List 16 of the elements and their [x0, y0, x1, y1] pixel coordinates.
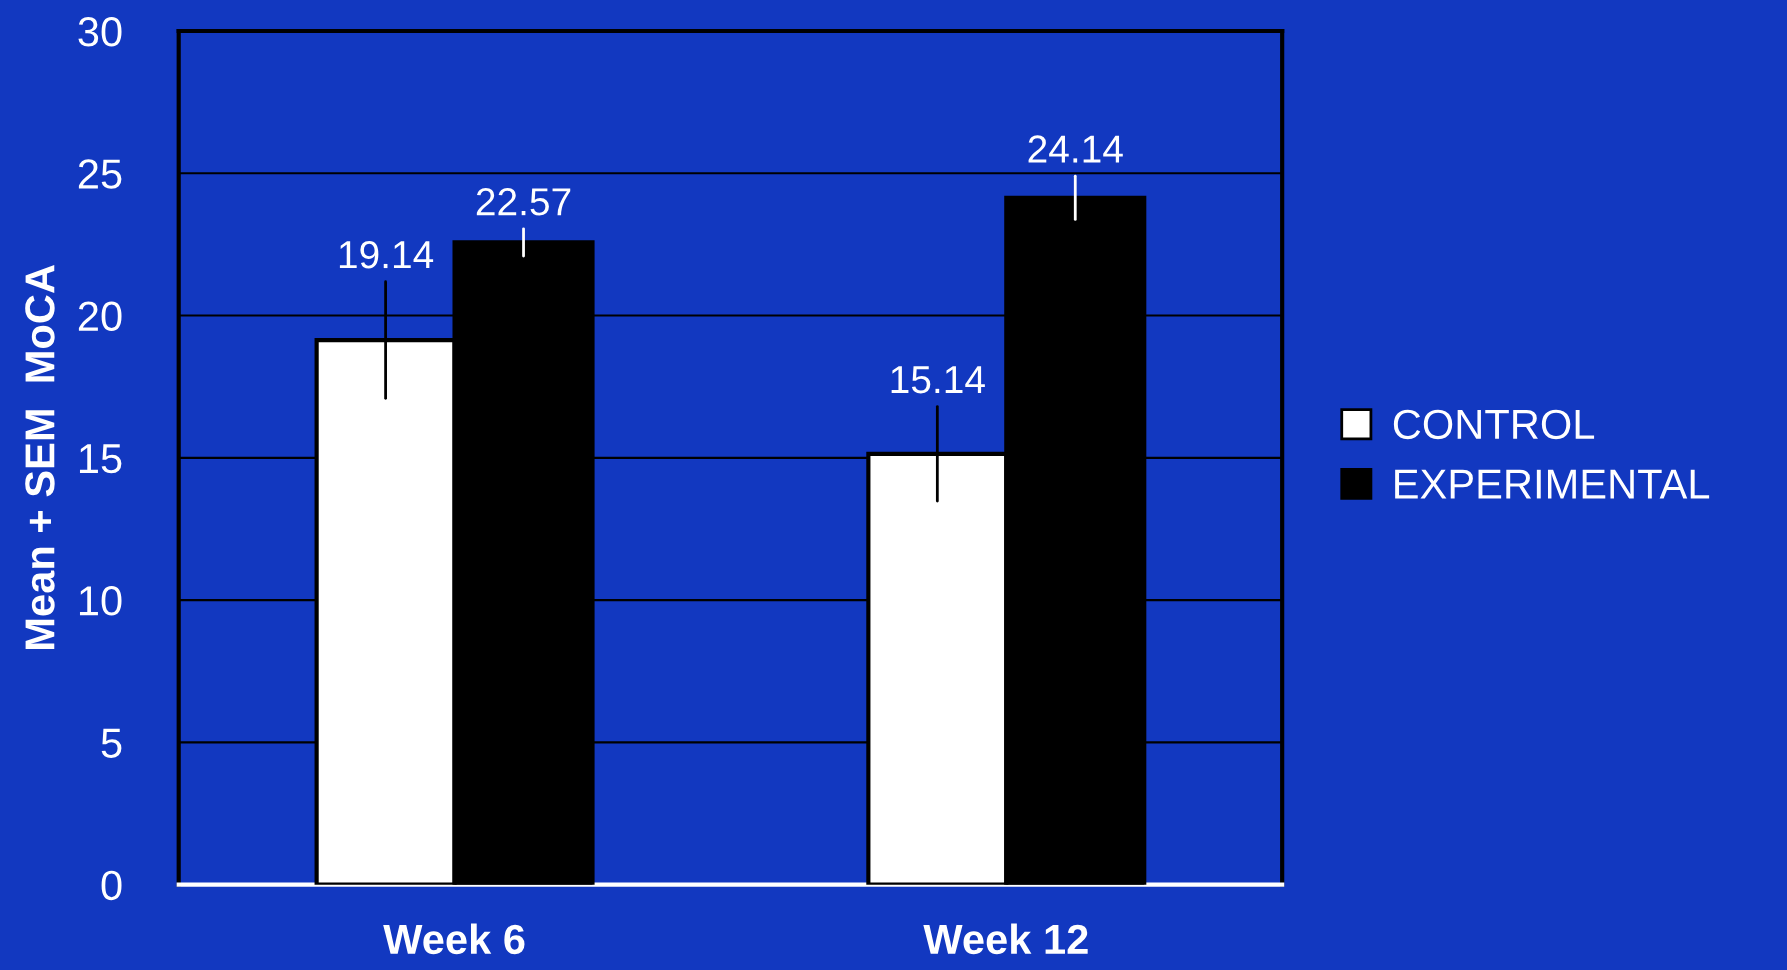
y-tick-label: 15	[79, 444, 122, 474]
y-tick-label: 0	[101, 870, 122, 901]
legend-label: EXPERIMENTAL	[1395, 469, 1710, 499]
y-tick-label: 25	[78, 159, 122, 189]
data-label: 19.14	[339, 240, 434, 269]
data-label: 15.14	[891, 366, 985, 394]
data-label: 24.14	[1028, 135, 1123, 163]
y-tick-label: 30	[78, 17, 122, 47]
y-tick-label: 10	[79, 586, 122, 616]
x-tick-label: Week 12	[923, 923, 1088, 955]
x-tick-label: Week 6	[383, 923, 525, 955]
y-axis-title: Mean + SEM MoCA	[25, 265, 55, 649]
legend-label: CONTROL	[1393, 409, 1595, 440]
data-label: 22.57	[476, 188, 571, 216]
y-tick-label: 5	[101, 728, 122, 758]
y-tick-label: 20	[78, 301, 122, 332]
